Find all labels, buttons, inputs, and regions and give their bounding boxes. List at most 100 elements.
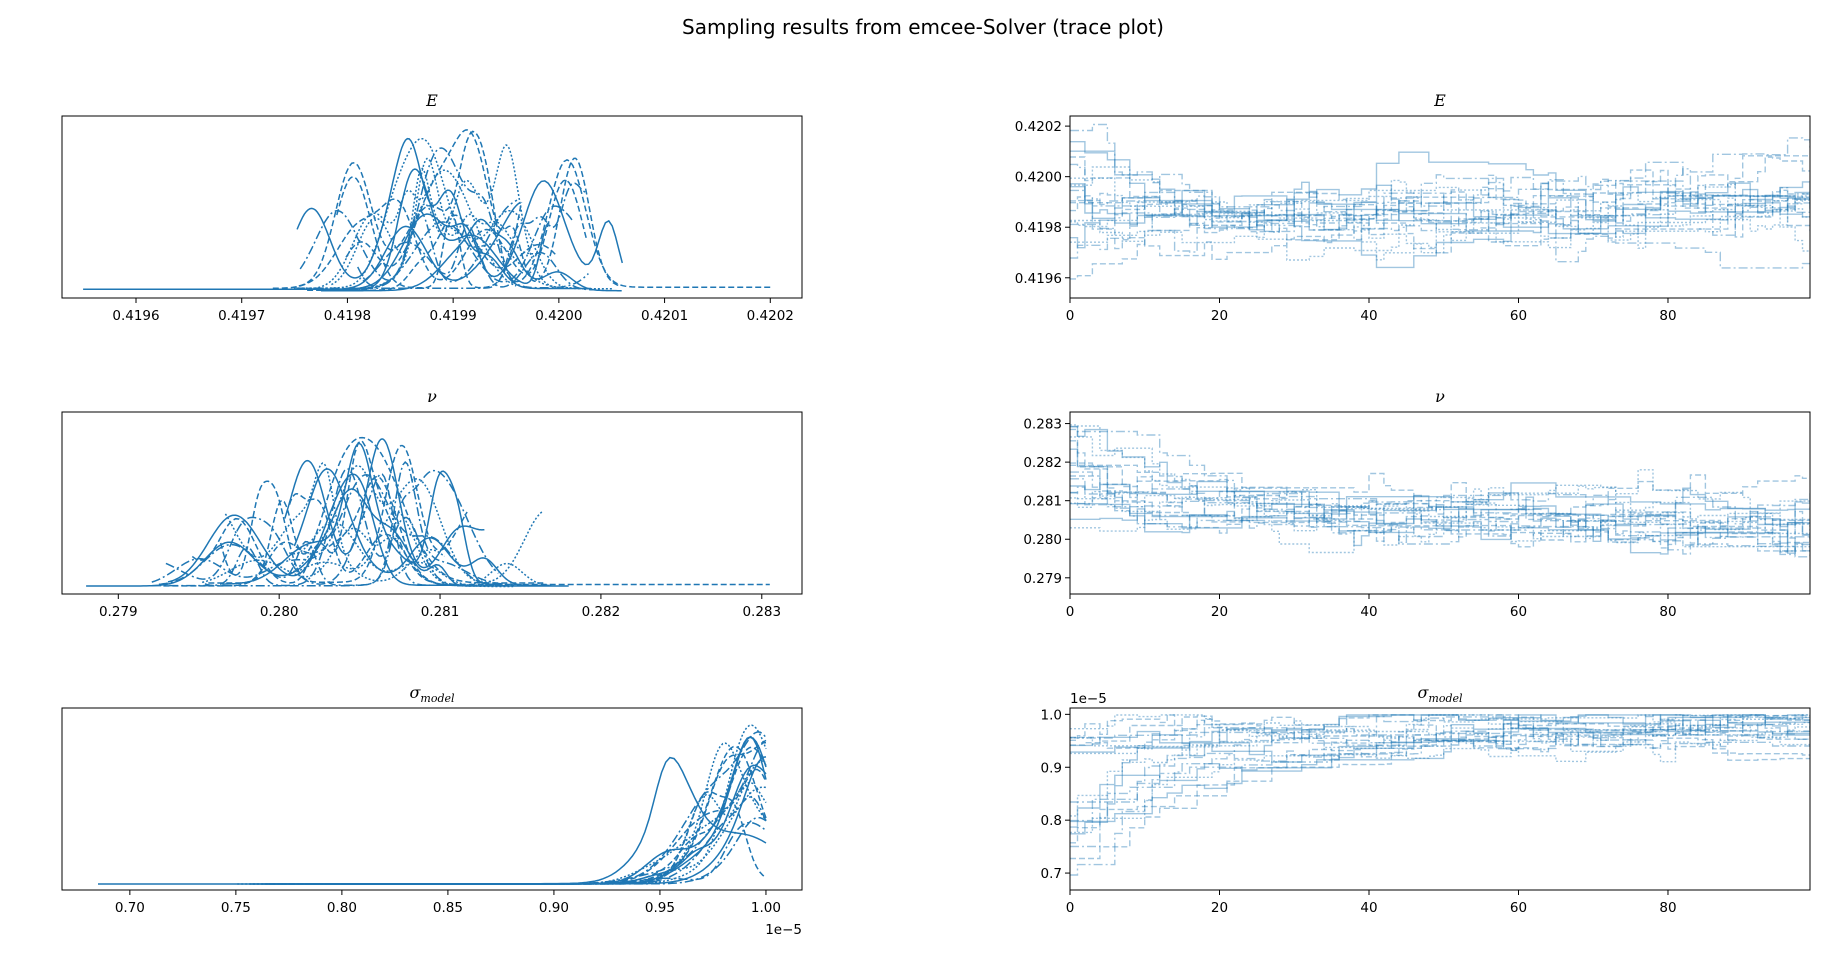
chain-trace-line xyxy=(1070,186,1810,243)
chain-trace-line xyxy=(1070,714,1810,747)
x-tick-label: 0.75 xyxy=(221,900,251,916)
chain-trace-line xyxy=(1070,471,1810,555)
chain-kde-line xyxy=(152,467,519,587)
y-tick-label: 0.283 xyxy=(1023,417,1062,433)
chain-kde-line xyxy=(293,468,550,587)
chain-kde-line xyxy=(362,224,594,291)
chain-trace-line xyxy=(1070,137,1810,241)
x-tick-label: 0.4198 xyxy=(324,308,371,324)
y-tick-label: 0.279 xyxy=(1023,571,1062,587)
chain-kde-line xyxy=(266,736,767,885)
x-tick-label: 0.280 xyxy=(260,604,299,620)
chain-kde-line xyxy=(163,475,470,587)
chain-trace-line xyxy=(1070,478,1810,525)
chain-trace-line xyxy=(1070,728,1810,844)
x-tick-label: 0.4196 xyxy=(112,308,159,324)
y-tick-label: 0.4198 xyxy=(1015,220,1062,236)
x-tick-label: 0 xyxy=(1066,604,1075,620)
chain-trace-line xyxy=(1070,497,1810,554)
subplot-title: σmodel xyxy=(409,683,455,705)
chain-kde-line xyxy=(362,756,767,885)
chain-trace-line xyxy=(1070,480,1810,544)
chain-trace-line xyxy=(1070,469,1810,532)
chain-trace-line xyxy=(1070,715,1810,860)
y-tick-label: 0.4196 xyxy=(1015,271,1062,287)
x-tick-label: 60 xyxy=(1510,604,1527,620)
subplot-title-symbol: σ xyxy=(409,683,421,702)
chain-trace-line xyxy=(1070,177,1810,261)
series-group xyxy=(1070,714,1810,876)
chain-trace-line xyxy=(1070,166,1810,249)
chain-trace-line xyxy=(1070,714,1810,757)
subplot-trace-E: E 0 20 40 60 80 0.4196 0.4198 0.4200 0.4202 xyxy=(1015,91,1811,324)
chain-kde-line xyxy=(312,168,550,290)
chain-trace-line xyxy=(1070,150,1810,228)
figure-title: Sampling results from emcee-Solver (trac… xyxy=(682,15,1164,39)
subplot-trace-nu: ν 0 20 40 60 80 0.279 0.280 0.281 0.282 0.283 xyxy=(1023,387,1811,620)
subplot-trace-sigma_model: σmodel 0 20 40 60 80 0.7 0.8 0.9 1.0 1e−5 xyxy=(1041,683,1811,916)
subplot-title: ν xyxy=(1435,387,1445,406)
chain-trace-line xyxy=(1070,174,1810,244)
chain-kde-line xyxy=(392,746,767,885)
chain-kde-line xyxy=(296,137,592,290)
chain-kde-line xyxy=(204,469,499,587)
chain-kde-line xyxy=(346,205,574,291)
chain-trace-line xyxy=(1070,730,1810,834)
chain-trace-line xyxy=(1070,448,1810,555)
chain-kde-line xyxy=(191,439,770,586)
chain-trace-line xyxy=(1070,714,1810,750)
x-tick-label: 40 xyxy=(1360,604,1377,620)
axes-frame xyxy=(1069,707,1811,891)
chain-kde-line xyxy=(98,756,767,885)
x-tick-label: 20 xyxy=(1211,900,1228,916)
chain-trace-line xyxy=(1070,502,1810,542)
subplot-title: E xyxy=(425,91,438,110)
x-tick-label: 20 xyxy=(1211,308,1228,324)
chain-trace-line xyxy=(1070,424,1810,548)
chain-trace-line xyxy=(1070,714,1810,752)
chain-kde-line xyxy=(224,462,445,582)
x-tick-label: 0.80 xyxy=(327,900,357,916)
chain-kde-line xyxy=(298,130,771,288)
subplot-title: ν xyxy=(427,387,437,406)
axes-frame xyxy=(61,115,803,299)
chain-trace-line xyxy=(1070,716,1810,822)
x-tick-label: 0.70 xyxy=(115,900,145,916)
axes-frame xyxy=(61,411,803,595)
chain-trace-line xyxy=(1070,161,1810,253)
chain-trace-line xyxy=(1070,123,1810,269)
chain-trace-line xyxy=(1070,714,1810,835)
chain-trace-line xyxy=(1070,475,1810,557)
subplot-title-symbol: ν xyxy=(427,387,437,406)
x-tick-label: 0.4200 xyxy=(535,308,582,324)
chain-trace-line xyxy=(1070,487,1810,543)
chain-kde-line xyxy=(288,760,767,885)
chain-kde-line xyxy=(357,147,589,289)
subplot-title-symbol: σ xyxy=(1417,683,1429,702)
y-tick-label: 0.8 xyxy=(1041,813,1062,829)
chain-trace-line xyxy=(1070,464,1810,532)
y-tick-label: 0.7 xyxy=(1041,866,1062,882)
chain-kde-line xyxy=(219,444,468,583)
subplot-title: σmodel xyxy=(1417,683,1463,705)
axes-frame xyxy=(1069,115,1811,299)
x-tick-label: 60 xyxy=(1510,308,1527,324)
chain-trace-line xyxy=(1070,141,1810,231)
chain-trace-line xyxy=(1070,714,1810,817)
series-group xyxy=(1070,424,1810,558)
chain-trace-line xyxy=(1070,180,1810,259)
x-tick-label: 80 xyxy=(1659,308,1676,324)
chain-kde-line xyxy=(252,786,767,885)
chain-kde-line xyxy=(288,768,767,885)
subplot-title-symbol: ν xyxy=(1435,387,1445,406)
chain-kde-line xyxy=(299,199,518,283)
chain-trace-line xyxy=(1070,714,1810,763)
subplot-kde-sigma_model: σmodel 0.70 0.75 0.80 0.85 0.90 0.95 1.00 1e−5 xyxy=(61,683,803,938)
chain-kde-line xyxy=(331,144,559,289)
y-tick-label: 0.282 xyxy=(1023,455,1062,471)
chain-kde-line xyxy=(151,474,503,587)
x-tick-label: 0 xyxy=(1066,308,1075,324)
chain-trace-line xyxy=(1070,462,1810,530)
subplot-kde-nu: ν 0.279 0.280 0.281 0.282 0.283 xyxy=(61,387,803,620)
